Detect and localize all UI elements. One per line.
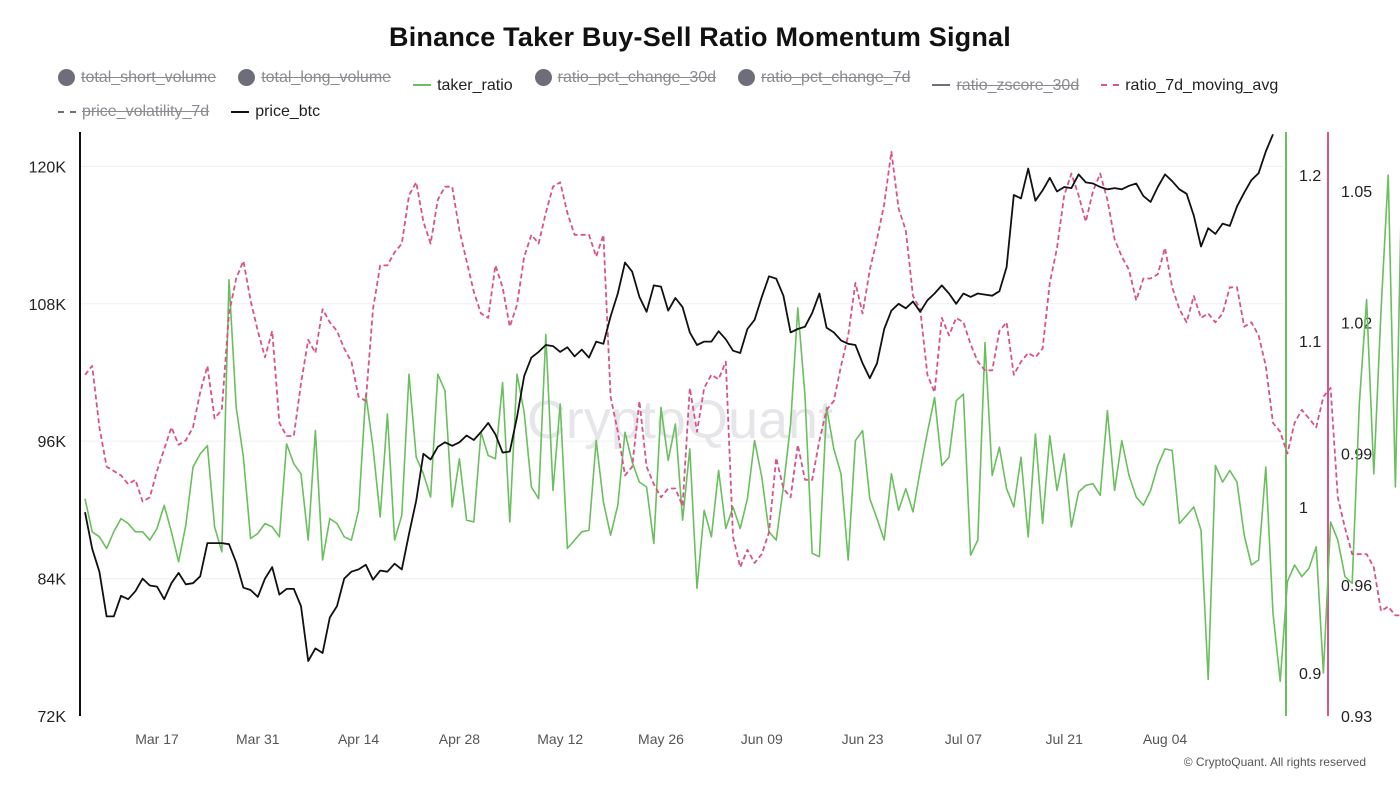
legend-label: ratio_zscore_30d	[956, 76, 1080, 94]
ma-axis-tick: 1.05	[1341, 184, 1372, 201]
price-axis-tick: 96K	[38, 434, 67, 451]
price-axis-tick: 84K	[38, 572, 67, 589]
legend-swatch	[932, 84, 951, 86]
legend-swatch	[1101, 84, 1120, 86]
legend-item-total-long-volume[interactable]: total_long_volume	[238, 66, 391, 89]
legend-item-ratio-pct-change-7d[interactable]: ratio_pct_change_7d	[738, 66, 910, 89]
x-axis-tick: Aug 04	[1143, 731, 1188, 747]
legend-swatch	[58, 110, 76, 113]
x-axis-tick: Jul 21	[1046, 731, 1084, 747]
legend-label: ratio_pct_change_7d	[761, 69, 911, 86]
price-axis-tick: 72K	[38, 709, 67, 726]
legend-item-ratio-7d-moving-avg[interactable]: ratio_7d_moving_avg	[1101, 74, 1278, 97]
x-axis-tick: Jun 09	[741, 731, 783, 747]
legend-item-ratio-zscore-30d[interactable]: ratio_zscore_30d	[932, 74, 1079, 97]
legend-swatch	[58, 69, 75, 86]
ma-axis-tick: 0.96	[1341, 578, 1372, 595]
taker-axis-tick: 1.1	[1299, 334, 1321, 351]
x-axis-tick: May 12	[537, 731, 583, 747]
legend-label: total_long_volume	[261, 69, 392, 86]
legend-swatch	[738, 69, 756, 86]
legend-item-taker-ratio[interactable]: taker_ratio	[413, 74, 513, 97]
legend-swatch	[413, 84, 432, 86]
legend-label: taker_ratio	[437, 76, 513, 94]
legend-item-ratio-pct-change-30d[interactable]: ratio_pct_change_30d	[534, 66, 717, 89]
series-line-price-btc	[84, 133, 1274, 662]
x-axis-tick: Mar 17	[135, 731, 179, 747]
x-axis-tick: May 26	[638, 731, 684, 747]
price-axis-tick: 108K	[29, 297, 67, 314]
x-axis-tick: Jul 07	[945, 731, 983, 747]
legend-label: price_btc	[255, 103, 321, 120]
legend-label: price_volatility_7d	[82, 103, 210, 120]
gridlines	[80, 165, 1283, 580]
price-axis-tick: 120K	[29, 159, 67, 176]
x-axis-tick: Mar 31	[236, 731, 280, 747]
copyright-notice: © CryptoQuant. All rights reserved	[1183, 755, 1366, 769]
legend-swatch	[238, 69, 256, 86]
series-line-ratio-7d-moving-avg	[84, 150, 1400, 617]
taker-axis-tick: 1.2	[1299, 168, 1321, 185]
taker-axis-tick: 0.9	[1299, 666, 1321, 683]
legend-swatch	[231, 110, 250, 113]
x-axis-tick: Jun 23	[842, 731, 884, 747]
legend-item-price-volatility-7d[interactable]: price_volatility_7d	[58, 100, 209, 123]
legend-label: ratio_pct_change_30d	[557, 69, 717, 86]
watermark: CryptoQuant	[527, 390, 833, 450]
legend-swatch	[534, 69, 552, 86]
x-axis-tick: Apr 14	[338, 731, 379, 747]
x-axis-tick: Apr 28	[439, 731, 480, 747]
taker-axis-tick: 1	[1299, 500, 1308, 517]
legend-item-total-short-volume[interactable]: total_short_volume	[58, 66, 216, 89]
series-line-taker-ratio	[84, 174, 1400, 683]
legend: total_short_volume total_long_volume taker…	[58, 66, 1378, 123]
legend-item-price-btc[interactable]: price_btc	[231, 100, 320, 123]
series-layer	[84, 133, 1400, 683]
ma-axis-tick: 0.93	[1341, 709, 1372, 726]
chart-title: Binance Taker Buy-Sell Ratio Momentum Si…	[389, 22, 1011, 52]
legend-label: total_short_volume	[81, 69, 217, 86]
legend-label: ratio_7d_moving_avg	[1125, 76, 1279, 94]
